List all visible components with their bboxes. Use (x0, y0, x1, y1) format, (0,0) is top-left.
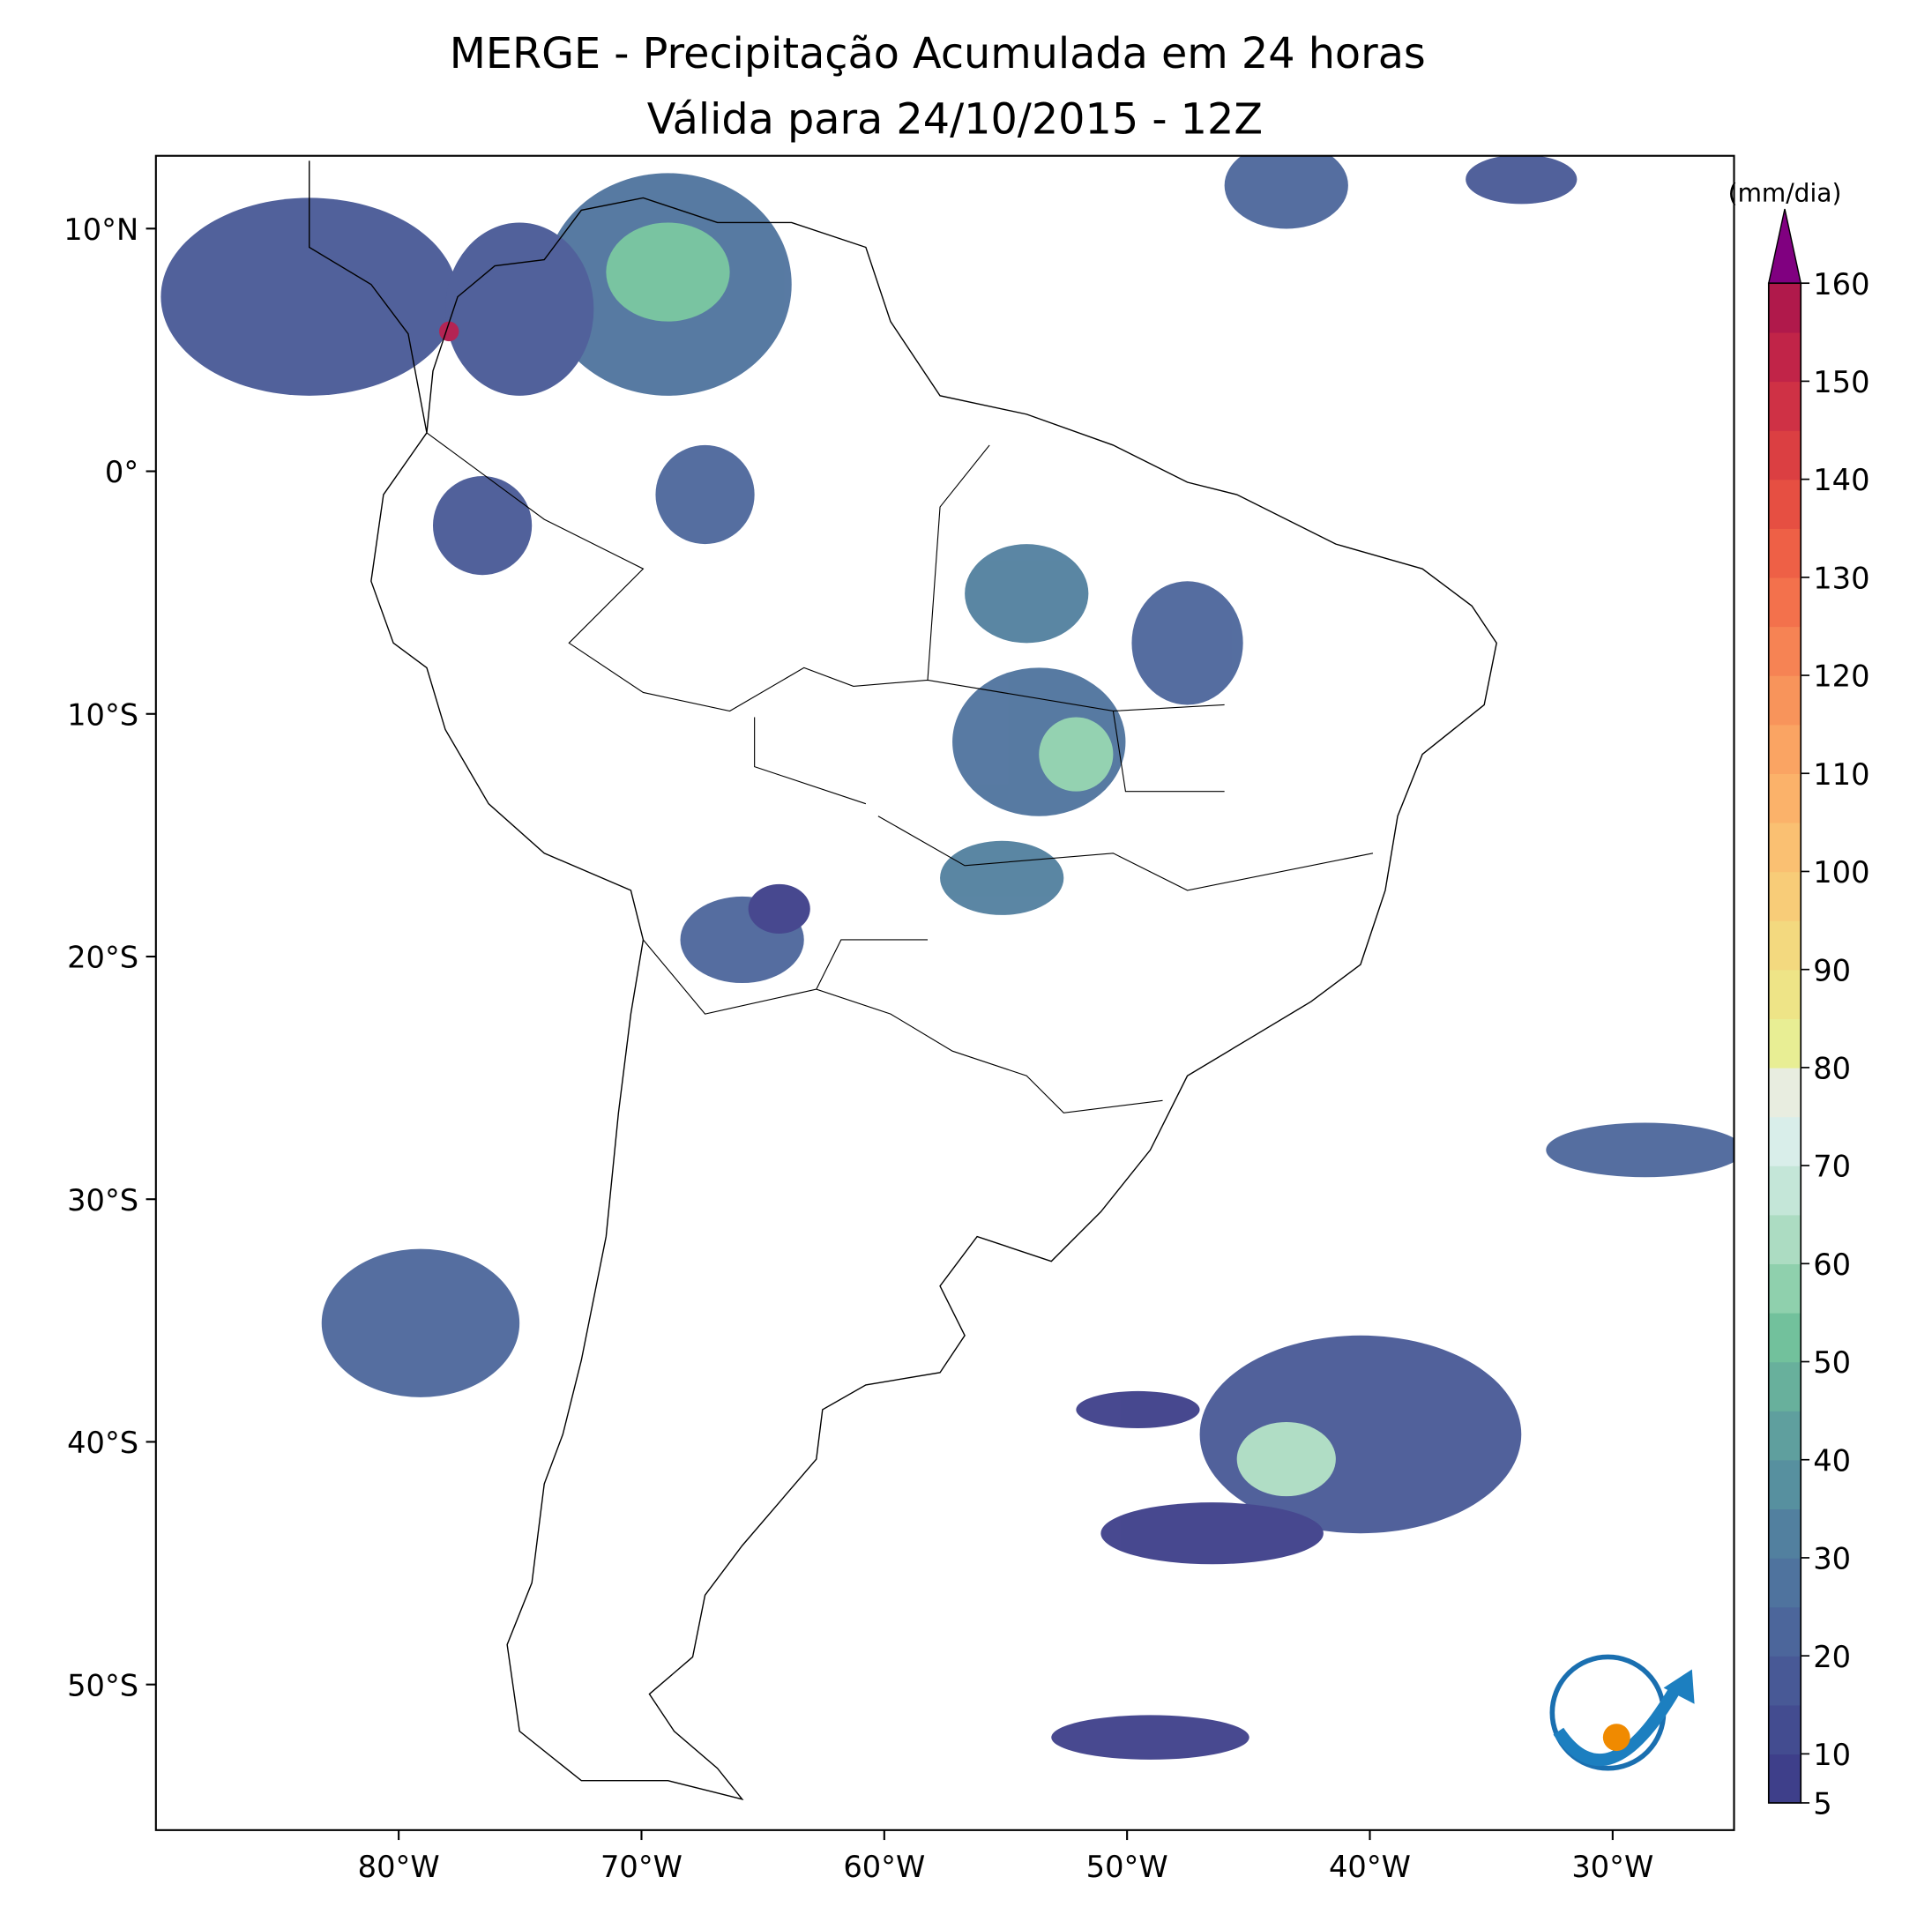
colorbar-tick-label: 60 (1813, 1247, 1851, 1282)
map-area (160, 155, 1734, 1800)
colorbar-band (1768, 1361, 1801, 1411)
colorbar-extend (1767, 208, 1802, 284)
colorbar-band (1768, 1018, 1801, 1069)
y-tick-label: 20°S (67, 941, 138, 975)
colorbar-tick-label: 110 (1813, 757, 1869, 792)
colorbar-band (1768, 381, 1801, 431)
colorbar-band (1768, 969, 1801, 1019)
colorbar-band (1768, 1656, 1801, 1706)
colorbar-tick-label: 130 (1813, 561, 1869, 595)
colorbar-band (1768, 1214, 1801, 1265)
rain-area (1051, 1715, 1249, 1760)
rain-area (1224, 155, 1348, 229)
rain-area (160, 197, 459, 396)
colorbar-band (1768, 1459, 1801, 1510)
logo (1549, 1654, 1695, 1771)
rain-area (748, 883, 810, 934)
colorbar-band (1768, 1704, 1801, 1755)
rain-area (1546, 1122, 1734, 1178)
y-tick-label: 10°S (67, 697, 138, 732)
colorbar-band (1768, 528, 1801, 578)
colorbar-band (1768, 773, 1801, 823)
colorbar-band (1768, 920, 1801, 971)
colorbar-band (1768, 1116, 1801, 1166)
colorbar-band (1768, 331, 1801, 383)
chart-title: MERGE - Precipitação Acumulada em 24 hor… (450, 30, 1426, 78)
colorbar-band (1768, 1411, 1801, 1461)
colorbar-tick-label: 150 (1813, 365, 1869, 399)
colorbar-band (1768, 626, 1801, 676)
colorbar-tick-label: 90 (1813, 953, 1851, 987)
colorbar-band (1768, 1263, 1801, 1314)
colorbar-tick-label: 70 (1813, 1150, 1851, 1184)
rain-area (655, 444, 755, 545)
rain-area (1039, 717, 1114, 792)
rain-area (1100, 1502, 1324, 1565)
rain-area (606, 222, 730, 322)
colorbar-tick-label: 120 (1813, 659, 1869, 694)
chart-subtitle: Válida para 24/10/2015 - 12Z (647, 95, 1263, 144)
colorbar-band (1768, 1067, 1801, 1118)
map-frame (154, 154, 1735, 1831)
colorbar-tick-label: 20 (1813, 1640, 1851, 1674)
colorbar-band (1768, 1754, 1801, 1804)
colorbar-band (1768, 1606, 1801, 1657)
rain-area (445, 222, 594, 396)
rain-area (1131, 581, 1243, 705)
colorbar-label: (mm/dia) (1728, 179, 1842, 208)
colorbar-band (1768, 1166, 1801, 1216)
colorbar-band (1768, 871, 1801, 921)
y-tick-label: 30°S (67, 1183, 138, 1218)
colorbar-band (1768, 1508, 1801, 1559)
colorbar-tick-label: 80 (1813, 1052, 1851, 1086)
colorbar-band (1768, 675, 1801, 726)
x-tick-label: 60°W (843, 1850, 925, 1884)
rain-area (1076, 1390, 1200, 1428)
colorbar-band (1768, 479, 1801, 529)
rain-area (1199, 1335, 1522, 1534)
colorbar-tick-label: 140 (1813, 463, 1869, 497)
coastline (309, 160, 1497, 1800)
y-tick-label: 0° (105, 455, 138, 489)
rain-area (965, 544, 1089, 644)
rain-area (940, 840, 1064, 915)
colorbar-band (1768, 1312, 1801, 1363)
x-tick-label: 50°W (1086, 1850, 1168, 1884)
colorbar-tick-label: 10 (1813, 1738, 1851, 1772)
precipitation (160, 155, 1734, 1760)
colorbar-tick-label: 40 (1813, 1443, 1851, 1478)
colorbar-tick-label: 50 (1813, 1345, 1851, 1380)
colorbar-tick-label: 5 (1813, 1787, 1831, 1821)
y-tick-label: 10°N (63, 212, 138, 247)
borders (426, 432, 1374, 1113)
colorbar-band (1768, 430, 1801, 480)
rain-area (432, 475, 533, 576)
x-tick-label: 70°W (600, 1850, 683, 1884)
rain-area (1236, 1421, 1336, 1497)
colorbar-tick-label: 30 (1813, 1542, 1851, 1576)
colorbar-band (1768, 577, 1801, 628)
x-tick-label: 80°W (358, 1850, 440, 1884)
x-tick-label: 30°W (1571, 1850, 1653, 1884)
colorbar-tick-label: 160 (1813, 267, 1869, 302)
colorbar-tick-label: 100 (1813, 855, 1869, 890)
colorbar-band (1768, 283, 1801, 333)
y-tick-label: 50°S (67, 1668, 138, 1702)
x-tick-label: 40°W (1329, 1850, 1411, 1884)
colorbar-band (1768, 724, 1801, 774)
colorbar-band (1768, 1557, 1801, 1608)
rain-area (321, 1248, 520, 1397)
rain-area (1466, 155, 1578, 205)
y-tick-label: 40°S (67, 1426, 138, 1460)
colorbar-band (1768, 822, 1801, 873)
colorbar-frame (1767, 282, 1802, 1804)
